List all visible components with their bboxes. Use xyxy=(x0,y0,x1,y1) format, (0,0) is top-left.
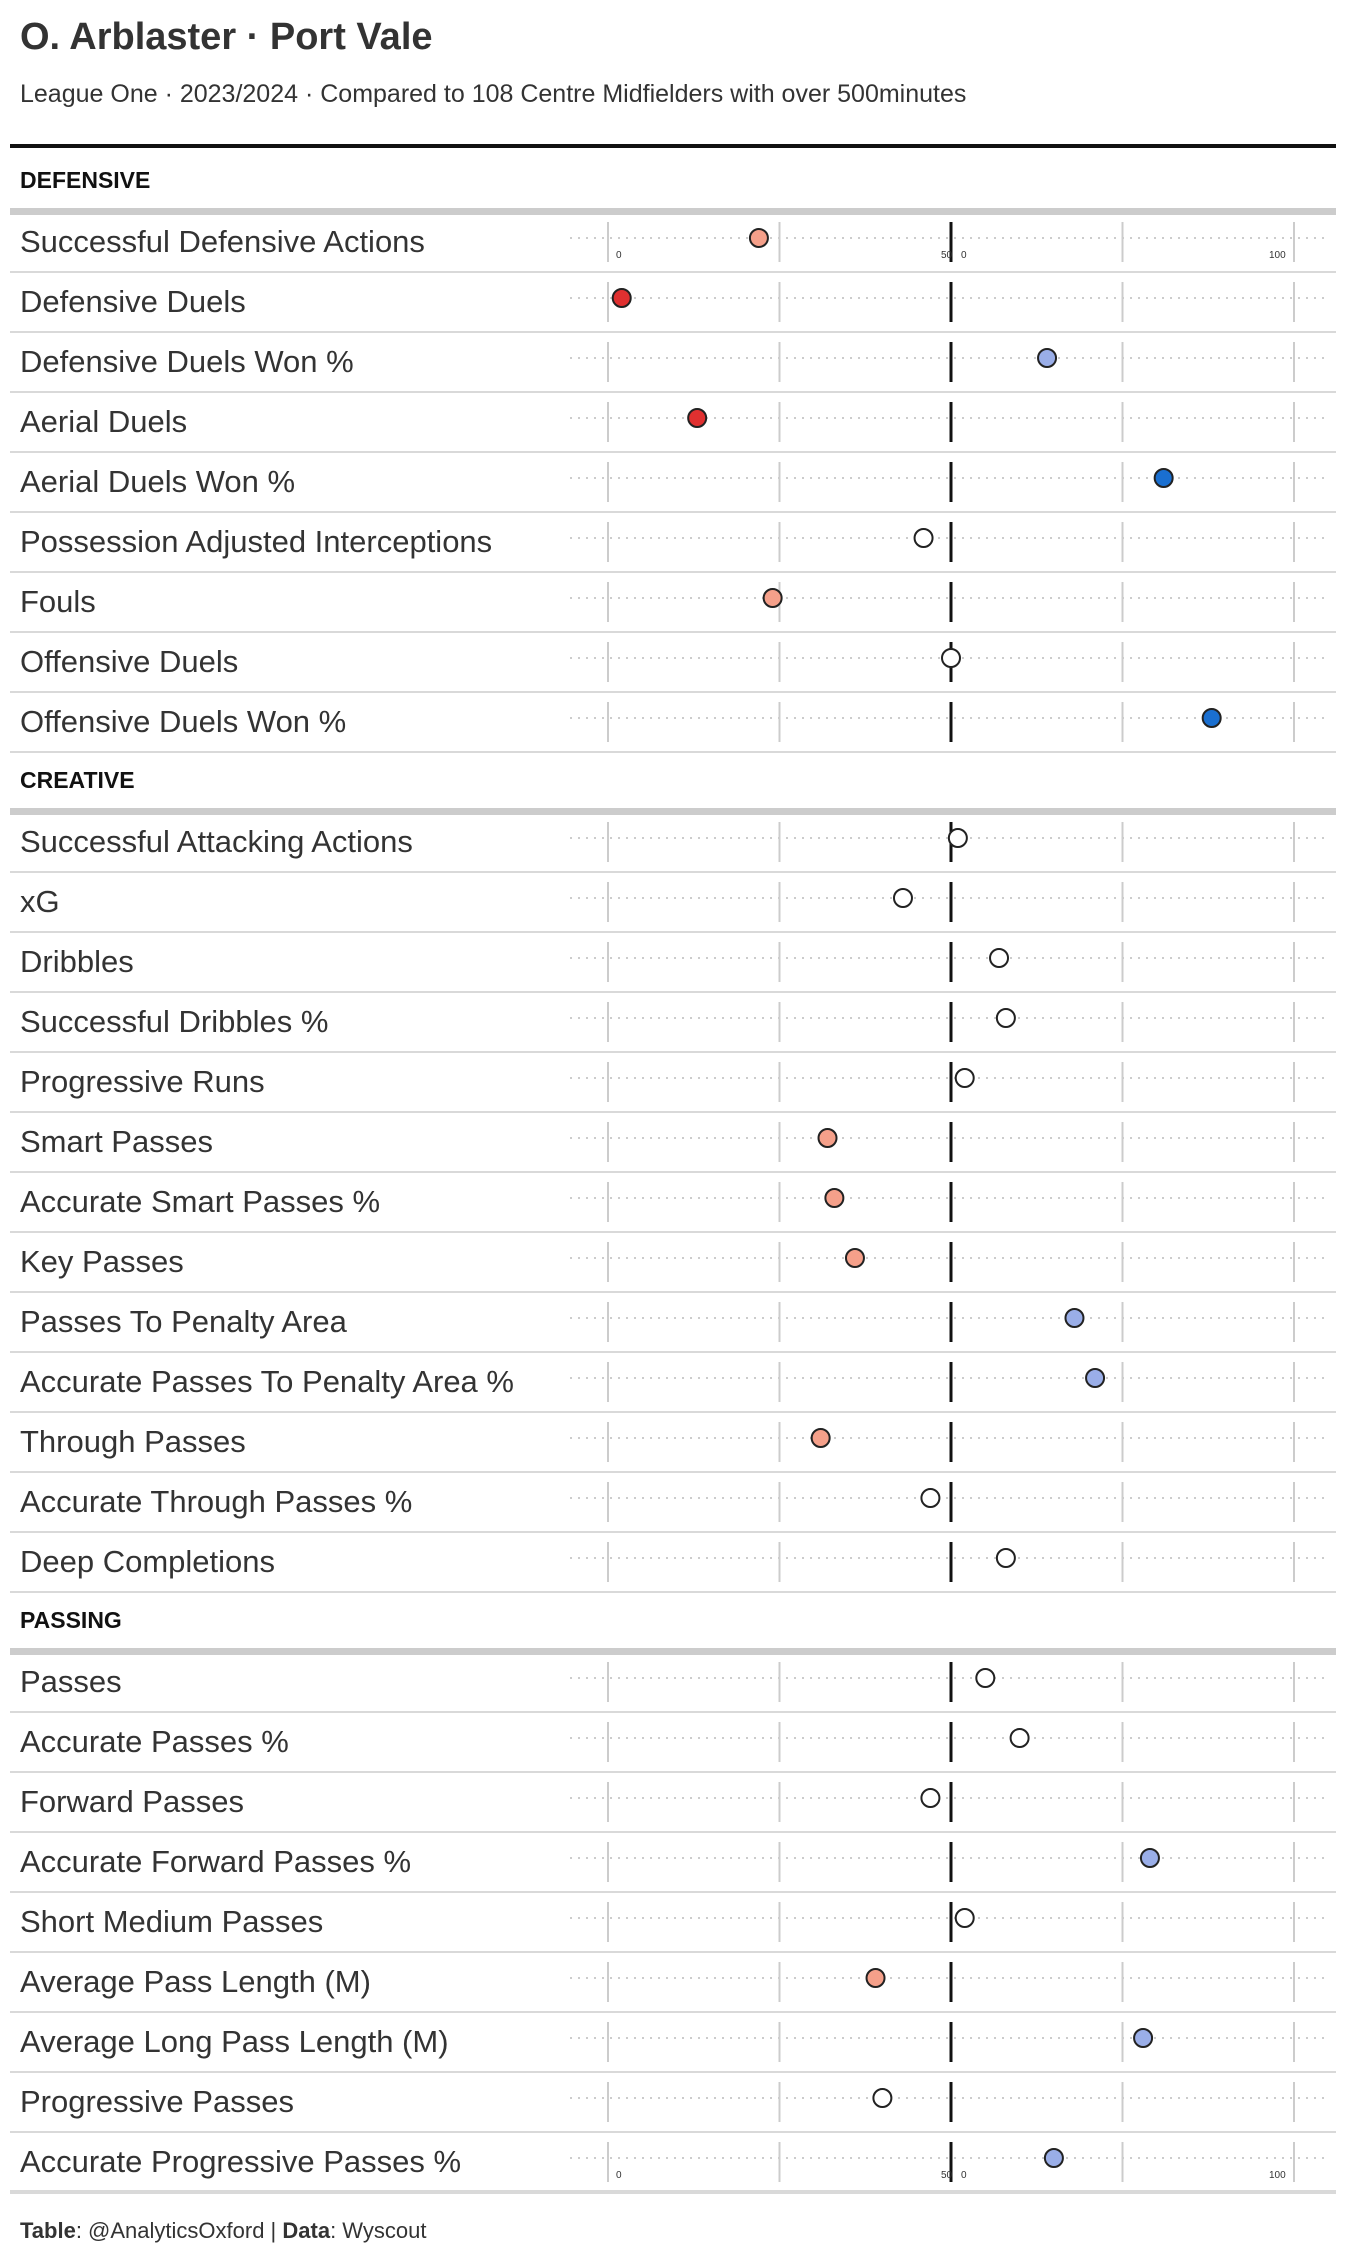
data-point xyxy=(810,1428,831,1448)
tick-label: 0 xyxy=(961,2170,967,2181)
section-header: PASSING xyxy=(20,1607,122,1633)
metric-label: Forward Passes xyxy=(20,1784,244,1819)
title-divider xyxy=(10,144,1336,148)
section-header: CREATIVE xyxy=(20,767,135,793)
footer-table-value: : @AnalyticsOxford | xyxy=(75,2218,283,2243)
metric-label: Successful Defensive Actions xyxy=(20,224,425,259)
metric-label: Successful Attacking Actions xyxy=(20,824,413,859)
data-point xyxy=(989,948,1010,968)
metric-label: Through Passes xyxy=(20,1424,246,1459)
metric-label: Aerial Duels Won % xyxy=(20,464,295,499)
tick-label: 0 xyxy=(616,250,622,261)
footer-table-label: Table xyxy=(20,2218,76,2243)
data-point xyxy=(748,228,769,248)
data-point xyxy=(947,828,968,848)
footer-data-value: : Wyscout xyxy=(330,2218,427,2243)
data-point xyxy=(1201,708,1222,728)
data-point xyxy=(611,288,632,308)
section-rule xyxy=(10,808,1336,815)
tick-label: 0 xyxy=(961,250,967,261)
metric-label: Passes To Penalty Area xyxy=(20,1304,348,1339)
metric-label: Accurate Passes % xyxy=(20,1724,289,1759)
data-point xyxy=(954,1908,975,1928)
tick-label: 100 xyxy=(1269,2170,1286,2181)
data-point xyxy=(1064,1308,1085,1328)
metric-label: Short Medium Passes xyxy=(20,1904,323,1939)
footer-data-label: Data xyxy=(282,2218,331,2243)
data-point xyxy=(687,408,708,428)
section-header: DEFENSIVE xyxy=(20,167,150,193)
metric-label: Average Pass Length (M) xyxy=(20,1964,371,1999)
section-rule xyxy=(10,208,1336,215)
data-point xyxy=(941,648,961,668)
metric-label: Offensive Duels Won % xyxy=(20,704,346,739)
metric-label: xG xyxy=(20,884,60,919)
metric-label: Dribbles xyxy=(20,944,134,979)
data-point xyxy=(1009,1728,1030,1748)
data-point xyxy=(817,1128,838,1148)
data-point xyxy=(1139,1848,1160,1868)
data-point xyxy=(920,1488,941,1508)
data-point xyxy=(975,1668,996,1688)
metric-label: Accurate Progressive Passes % xyxy=(20,2144,461,2179)
data-point xyxy=(995,1008,1016,1028)
metric-label: Passes xyxy=(20,1664,122,1699)
section-rule xyxy=(10,1648,1336,1655)
metric-label: Accurate Passes To Penalty Area % xyxy=(20,1364,514,1399)
metric-label: Progressive Passes xyxy=(20,2084,294,2119)
data-point xyxy=(1153,468,1174,488)
data-point xyxy=(1037,348,1058,368)
metric-label: Key Passes xyxy=(20,1244,184,1279)
metric-label: Aerial Duels xyxy=(20,404,187,439)
tick-label: 50 xyxy=(941,250,953,261)
data-point xyxy=(892,888,913,908)
data-point xyxy=(824,1188,845,1208)
data-point xyxy=(865,1968,886,1988)
page-title: O. Arblaster · Port Vale xyxy=(20,16,433,58)
metric-label: Accurate Through Passes % xyxy=(20,1484,412,1519)
data-point xyxy=(1043,2148,1064,2168)
metric-label: Possession Adjusted Interceptions xyxy=(20,524,492,559)
metric-label: Fouls xyxy=(20,584,96,619)
metric-label: Offensive Duels xyxy=(20,644,238,679)
data-point xyxy=(872,2088,893,2108)
metric-label: Smart Passes xyxy=(20,1124,213,1159)
page-subtitle: League One · 2023/2024 · Compared to 108… xyxy=(20,80,967,108)
data-point xyxy=(913,528,934,548)
data-point xyxy=(1085,1368,1106,1388)
data-point xyxy=(844,1248,865,1268)
metric-label: Deep Completions xyxy=(20,1544,275,1579)
tick-label: 100 xyxy=(1269,250,1286,261)
metric-label: Accurate Smart Passes % xyxy=(20,1184,380,1219)
data-point xyxy=(920,1788,941,1808)
data-point xyxy=(995,1548,1016,1568)
metric-label: Defensive Duels Won % xyxy=(20,344,354,379)
metric-label: Successful Dribbles % xyxy=(20,1004,328,1039)
metric-label: Progressive Runs xyxy=(20,1064,265,1099)
metric-label: Defensive Duels xyxy=(20,284,246,319)
metric-label: Accurate Forward Passes % xyxy=(20,1844,411,1879)
footer: Table: @AnalyticsOxford | Data: Wyscout xyxy=(20,2218,426,2244)
data-point xyxy=(954,1068,975,1088)
tick-label: 50 xyxy=(941,2170,953,2181)
data-point xyxy=(1133,2028,1154,2048)
metric-label: Average Long Pass Length (M) xyxy=(20,2024,449,2059)
data-point xyxy=(762,588,783,608)
tick-label: 0 xyxy=(616,2170,622,2181)
